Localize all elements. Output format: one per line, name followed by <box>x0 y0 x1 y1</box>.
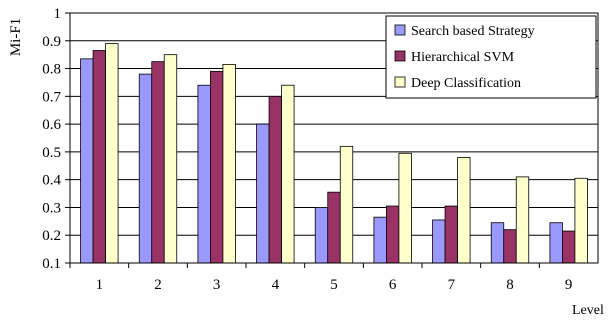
bar <box>398 152 412 264</box>
legend-label: Search based Strategy <box>411 24 535 39</box>
bar <box>386 205 400 264</box>
bar <box>314 207 329 264</box>
y-tick-label: 0.8 <box>42 62 61 78</box>
bar <box>515 176 530 264</box>
y-tick-label: 0.3 <box>42 200 61 216</box>
legend-swatch <box>394 76 406 88</box>
bar <box>373 216 387 264</box>
y-tick-label: 0.9 <box>42 34 61 50</box>
bar <box>339 145 354 264</box>
bar <box>210 70 224 264</box>
axes: 0.1 0.2 0.3 0.4 0.5 0.6 0.7 0.8 0.9 1 1 2 3 4 5 6 7 8 9 <box>42 6 599 293</box>
bar <box>268 95 282 264</box>
x-tick-label: 7 <box>448 277 456 293</box>
y-tick-label: 1 <box>54 6 62 22</box>
bar <box>256 123 270 264</box>
bar <box>151 61 165 264</box>
x-tick-label: 5 <box>330 277 338 293</box>
bar <box>503 229 517 264</box>
x-tick-label: 8 <box>506 277 514 293</box>
y-tick-label: 0.5 <box>42 145 61 161</box>
x-axis-label: Level <box>572 303 604 318</box>
bar <box>432 219 446 264</box>
bar <box>138 73 153 264</box>
y-tick-label: 0.1 <box>42 256 61 272</box>
x-tick-label: 3 <box>213 277 221 293</box>
bar <box>457 157 471 264</box>
y-tick-label: 0.2 <box>42 228 61 244</box>
y-tick-label: 0.6 <box>42 117 61 133</box>
x-tick-label: 1 <box>96 277 104 293</box>
plot-frame <box>69 12 599 264</box>
x-tick-label: 6 <box>389 277 397 293</box>
y-tick-label: 0.4 <box>42 173 61 189</box>
bar <box>92 50 106 264</box>
bar <box>197 84 211 264</box>
legend-label: Deep Classification <box>411 76 521 91</box>
x-tick-label: 4 <box>272 277 280 293</box>
y-tick-label: 0.7 <box>42 89 61 105</box>
bar <box>490 222 505 264</box>
bar <box>163 54 178 264</box>
x-tick-label: 2 <box>154 277 162 293</box>
legend-label: Hierarchical SVM <box>411 50 515 65</box>
legend: Search based Strategy Hierarchical SVM Dee… <box>385 15 597 99</box>
bar <box>574 177 588 264</box>
bar <box>105 43 119 264</box>
legend-swatch <box>394 24 406 36</box>
bar <box>80 58 94 264</box>
y-axis-label: Mi-F1 <box>8 18 24 56</box>
bar <box>444 205 458 264</box>
bar <box>281 84 295 264</box>
bar <box>549 222 563 264</box>
x-tick-label: 9 <box>565 277 573 293</box>
legend-swatch <box>394 50 406 62</box>
bar <box>562 230 576 264</box>
legend-box <box>385 15 597 99</box>
bar <box>222 63 236 264</box>
bar <box>327 191 341 264</box>
